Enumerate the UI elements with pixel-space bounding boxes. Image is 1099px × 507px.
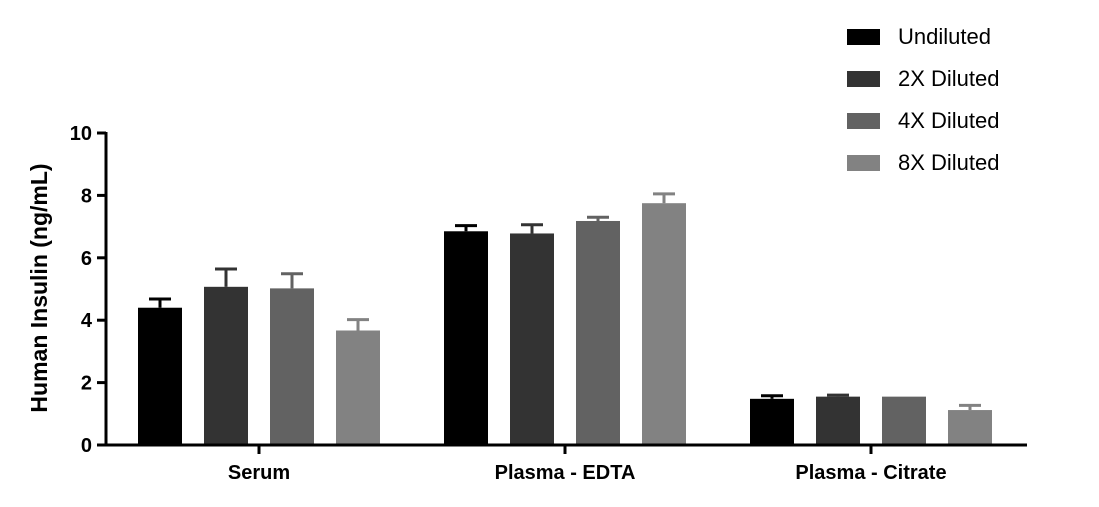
legend-swatch	[847, 71, 880, 87]
y-tick-label: 4	[81, 310, 93, 332]
legend-label: Undiluted	[898, 24, 991, 49]
bar	[816, 396, 860, 445]
legend: Undiluted 2X Diluted 4X Diluted 8X Diluted	[847, 24, 1000, 175]
legend-swatch	[847, 155, 880, 171]
bars	[138, 192, 992, 445]
bar	[336, 330, 380, 445]
y-tick-label: 2	[81, 373, 92, 395]
bar	[510, 233, 554, 445]
legend-swatch	[847, 29, 880, 45]
y-axis: 0 2 4 6 8 10	[70, 123, 108, 457]
bar	[270, 288, 314, 445]
bar	[138, 307, 182, 445]
x-category-label: Serum	[228, 462, 290, 484]
y-tick-label: 8	[81, 185, 92, 207]
legend-swatch	[847, 113, 880, 129]
y-axis-title: Human Insulin (ng/mL)	[26, 163, 52, 412]
bar	[576, 220, 620, 445]
legend-label: 2X Diluted	[898, 66, 1000, 91]
bar	[642, 203, 686, 445]
y-tick-label: 6	[81, 248, 92, 270]
y-tick-label: 10	[70, 123, 92, 145]
y-tick-label: 0	[81, 435, 92, 457]
bar	[750, 398, 794, 445]
x-category-label: Plasma - Citrate	[795, 462, 946, 484]
bar	[948, 410, 992, 445]
bar	[882, 396, 926, 445]
x-axis: Serum Plasma - EDTA Plasma - Citrate	[105, 443, 1027, 484]
bar	[204, 286, 248, 445]
legend-label: 8X Diluted	[898, 150, 1000, 175]
bar	[444, 231, 488, 445]
x-category-label: Plasma - EDTA	[495, 462, 636, 484]
legend-label: 4X Diluted	[898, 108, 1000, 133]
